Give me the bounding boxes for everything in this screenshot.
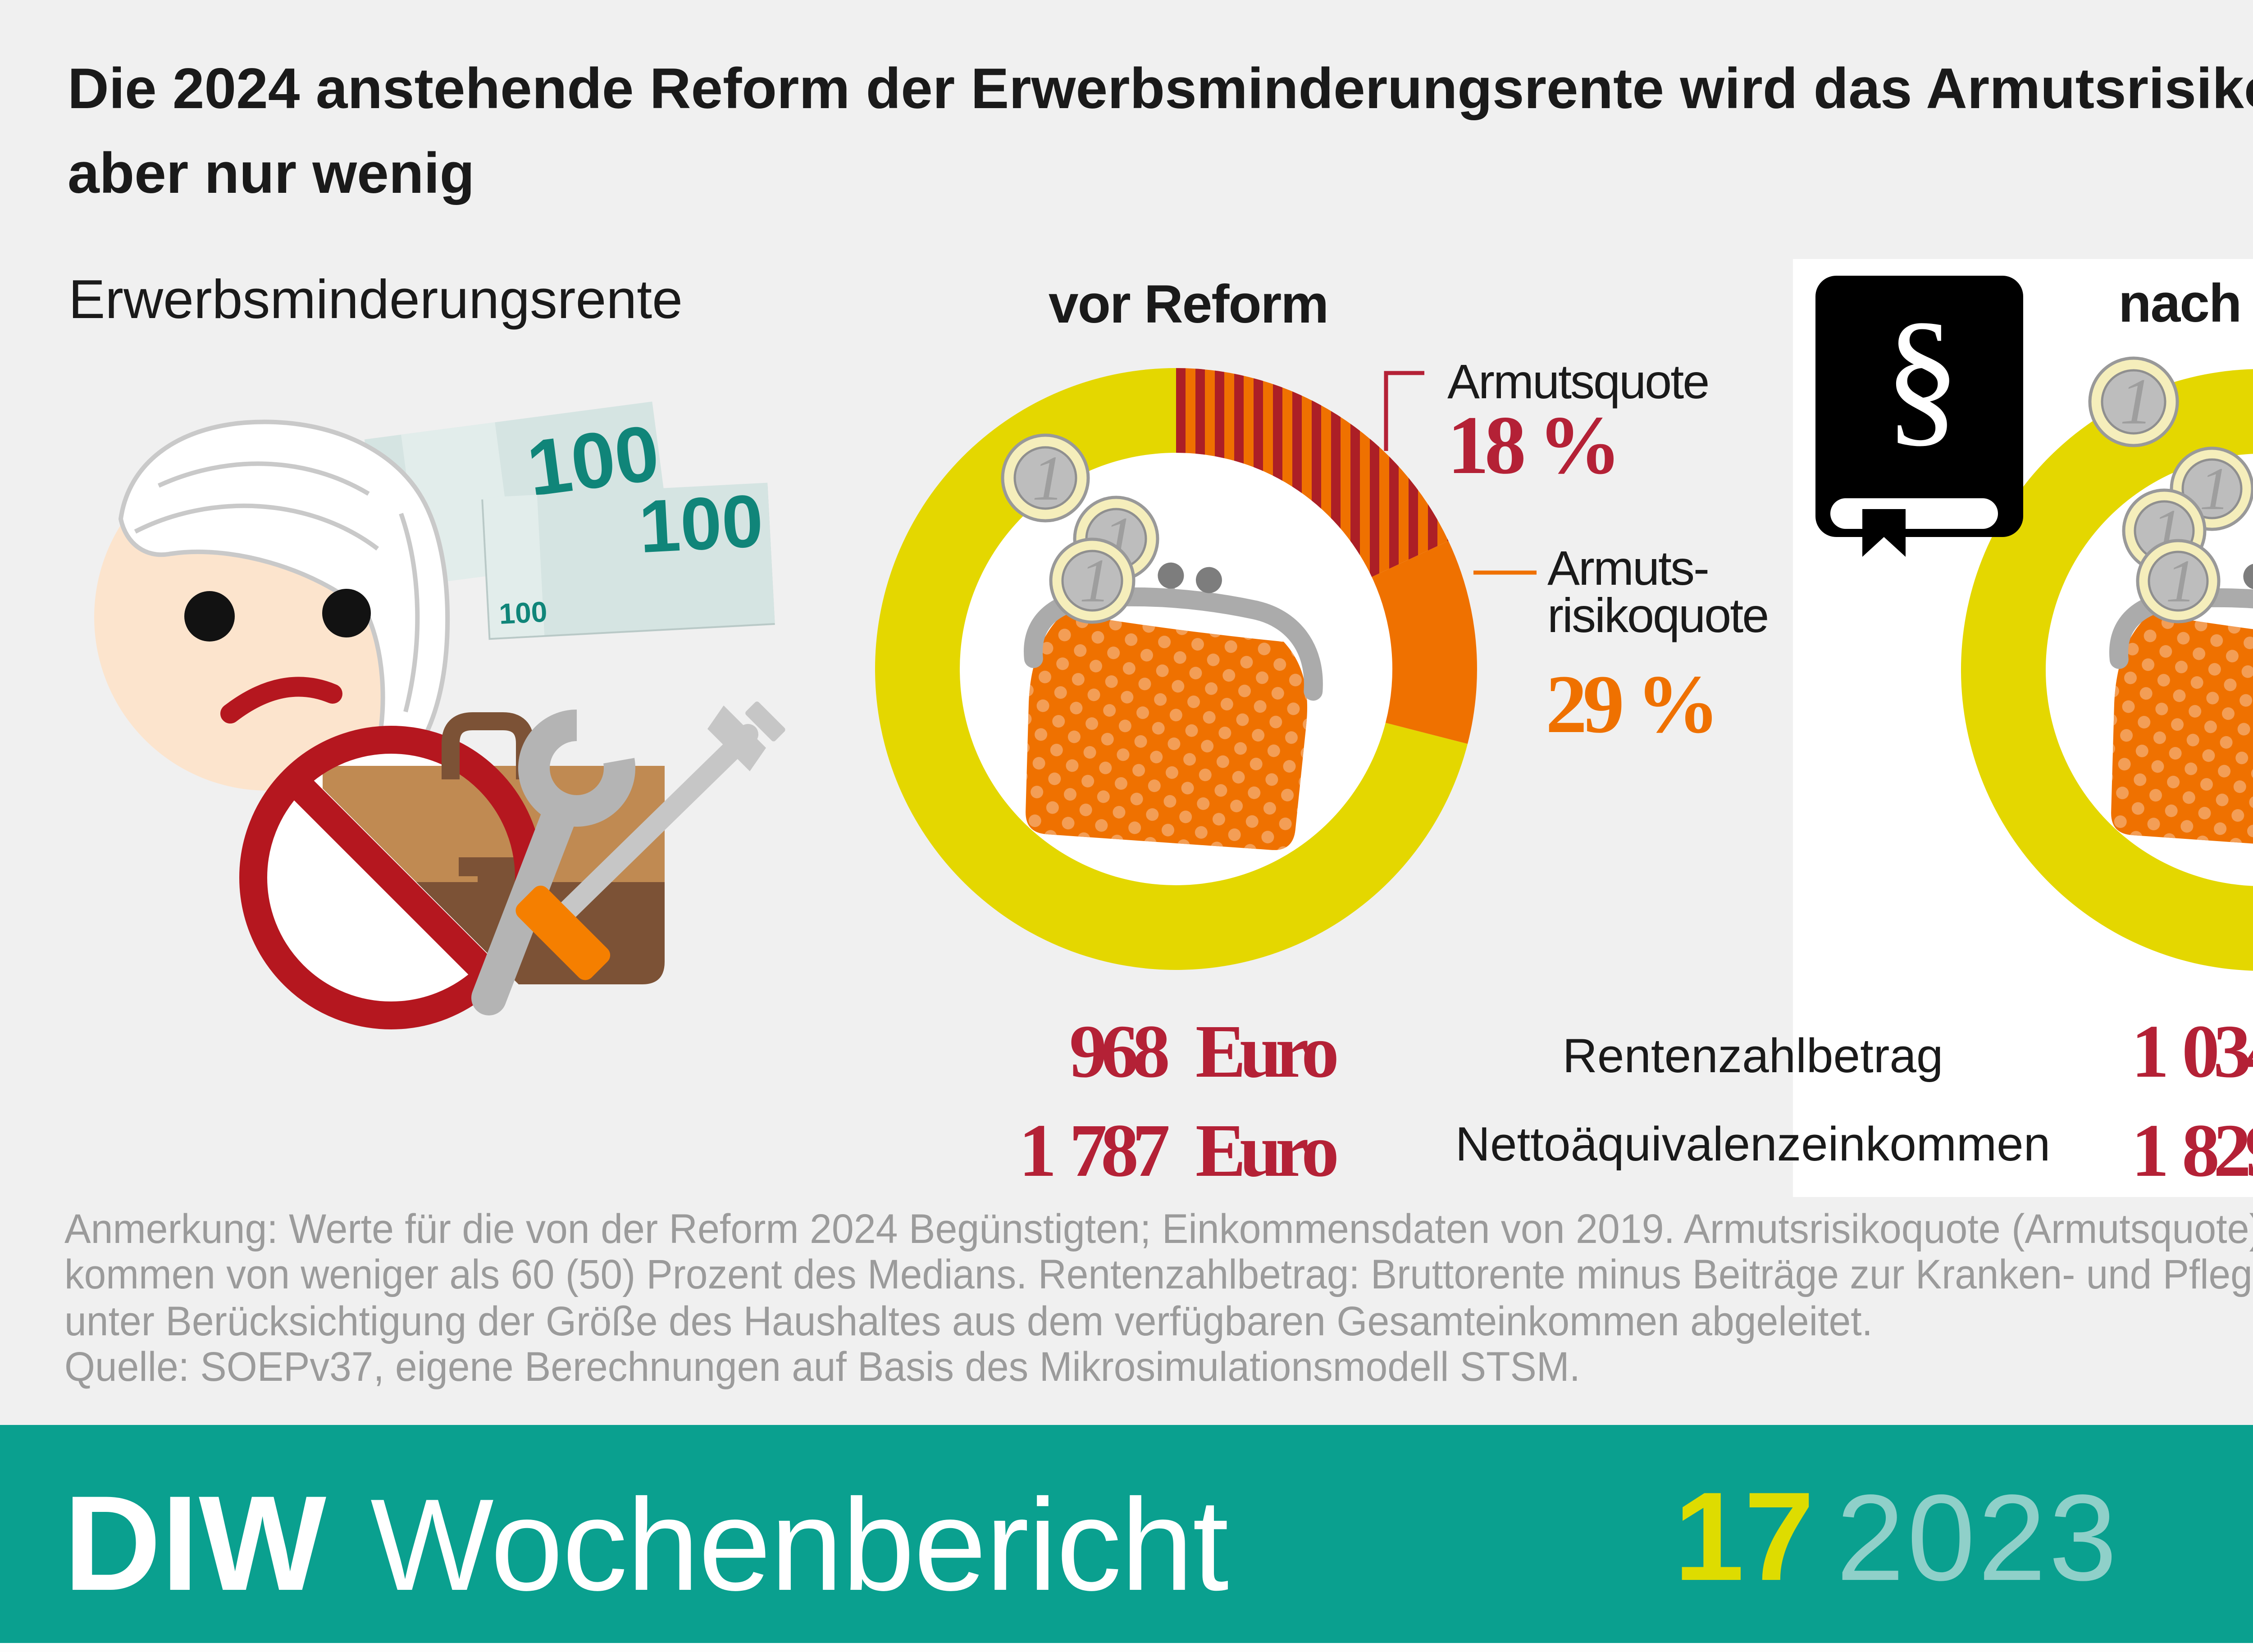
svg-text:Erwerbsminderungsrente: Erwerbsminderungsrente xyxy=(68,269,683,330)
svg-text:17: 17 xyxy=(1674,1466,1814,1607)
svg-text:18 %: 18 % xyxy=(1447,399,1617,492)
svg-text:1: 1 xyxy=(2199,455,2230,523)
svg-text:Nettoäquivalenzeinkommen: Nettoäquivalenzeinkommen xyxy=(1455,1117,2050,1171)
svg-text:§: § xyxy=(1884,291,1961,460)
svg-text:1: 1 xyxy=(1080,546,1111,615)
svg-text:1 034 Euro: 1 034 Euro xyxy=(2131,1010,2253,1093)
svg-text:29 %: 29 % xyxy=(1546,658,1715,751)
svg-text:100: 100 xyxy=(498,596,548,630)
svg-text:1 829 Euro: 1 829 Euro xyxy=(2131,1109,2253,1192)
svg-text:1: 1 xyxy=(2166,548,2196,615)
svg-text:vor Reform: vor Reform xyxy=(1049,274,1328,334)
svg-text:Quelle: SOEPv37, eigene Berech: Quelle: SOEPv37, eigene Berechnungen auf… xyxy=(64,1344,1580,1390)
svg-text:nach Reform: nach Reform xyxy=(2118,273,2253,333)
svg-text:kommen von weniger als 60 (50): kommen von weniger als 60 (50) Prozent d… xyxy=(64,1252,2253,1297)
svg-text:1: 1 xyxy=(1032,442,1064,514)
svg-text:Wochenbericht: Wochenbericht xyxy=(370,1472,1229,1618)
svg-text:unter Berücksichtigung der Grö: unter Berücksichtigung der Größe des Hau… xyxy=(64,1298,1873,1344)
svg-text:2023: 2023 xyxy=(1836,1469,2120,1606)
svg-text:Armutsquote: Armutsquote xyxy=(1447,354,1708,409)
svg-text:1 787 Euro: 1 787 Euro xyxy=(1019,1109,1336,1192)
svg-text:Rentenzahlbetrag: Rentenzahlbetrag xyxy=(1563,1029,1943,1083)
svg-text:968 Euro: 968 Euro xyxy=(1069,1010,1336,1093)
svg-text:aber nur wenig: aber nur wenig xyxy=(68,141,474,205)
svg-text:Armuts-: Armuts- xyxy=(1547,541,1708,595)
svg-text:Die 2024 anstehende Reform der: Die 2024 anstehende Reform der Erwerbsmi… xyxy=(68,56,2253,120)
svg-text:Anmerkung: Werte für die von d: Anmerkung: Werte für die von der Reform … xyxy=(64,1206,2253,1252)
svg-text:risikoquote: risikoquote xyxy=(1547,588,1768,642)
svg-text:1: 1 xyxy=(2120,365,2153,438)
svg-text:100: 100 xyxy=(637,479,765,568)
svg-text:DIW: DIW xyxy=(64,1467,328,1619)
